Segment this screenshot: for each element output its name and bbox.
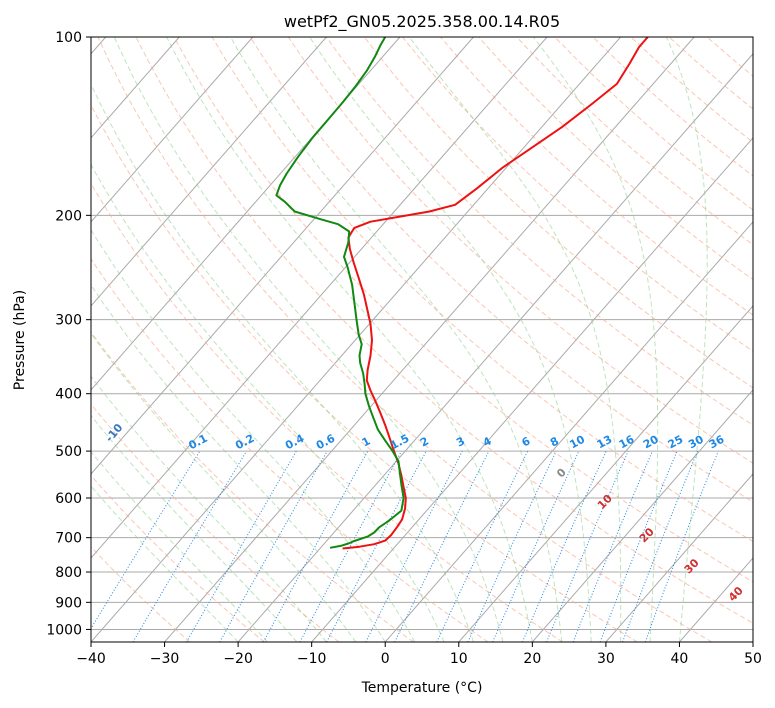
mixing-ratio-label: 25 <box>666 433 686 452</box>
axes: −40 −30 −20 −10 0 10 20 30 40 50 100 200 300 400 500 60… <box>46 30 762 667</box>
y-tick-label: 500 <box>55 444 82 460</box>
mixing-ratio-line <box>572 450 653 642</box>
chart-title: wetPf2_GN05.2025.358.00.14.R05 <box>284 12 560 32</box>
mixing-ratio-label: 20 <box>641 433 661 452</box>
dry-adiabat-line <box>135 37 753 624</box>
isotherm-line <box>164 37 695 642</box>
dry-adiabat-line <box>211 37 753 543</box>
moist-adiabat-line <box>113 37 504 642</box>
moist-adiabat-line <box>91 284 386 642</box>
dry-adiabat-line <box>91 403 340 642</box>
isotherm-line <box>458 305 753 642</box>
mixing-ratio-label: 36 <box>707 433 727 452</box>
mixing-ratio-label: 13 <box>595 433 615 452</box>
y-tick-label: 300 <box>55 313 82 329</box>
x-tick-label: −40 <box>76 651 106 667</box>
moist-adiabat-line <box>91 228 416 642</box>
x-tick-label: −30 <box>150 651 180 667</box>
dry-adiabat-line <box>91 257 489 642</box>
moist-adiabat-line <box>91 451 268 642</box>
dry-adiabat-line <box>440 37 753 316</box>
mixing-ratio-label: 10 <box>567 433 587 452</box>
dry-adiabat-line <box>91 182 563 642</box>
y-tick-label: 1000 <box>46 622 82 638</box>
moist-adiabat-line <box>91 375 327 642</box>
x-tick-label: 30 <box>597 651 615 667</box>
moist-adiabat-line <box>666 37 708 642</box>
mixing-ratio-line <box>186 450 297 642</box>
dry-adiabat-line <box>287 37 753 464</box>
mixing-ratio-label: 30 <box>686 433 706 452</box>
moist-adiabat-line <box>309 37 592 642</box>
dry-adiabat-line <box>325 37 753 426</box>
profile-lines <box>275 37 649 550</box>
isotherm-line <box>605 473 753 642</box>
x-tick-label: −10 <box>297 651 327 667</box>
isotherm-line <box>91 37 254 223</box>
dry-adiabat-line <box>91 331 414 642</box>
y-tick-label: 200 <box>55 208 82 224</box>
mixing-ratio-line <box>326 450 427 642</box>
temperature-line <box>342 37 649 550</box>
y-axis-title: Pressure (hPa) <box>12 290 28 390</box>
dry-adiabat-line <box>91 474 265 642</box>
moist-adiabat-line <box>91 485 239 642</box>
mixing-ratio-label: 16 <box>617 433 637 452</box>
x-tick-label: 20 <box>523 651 541 667</box>
dry-adiabat-line <box>402 37 753 352</box>
isotherm-line <box>384 221 753 642</box>
y-tick-label: 800 <box>55 565 82 581</box>
mixing-ratio-line <box>546 450 629 642</box>
dry-adiabat-line <box>97 37 713 642</box>
moist-adiabat-line <box>230 37 563 642</box>
y-tick-label: 400 <box>55 387 82 403</box>
mixing-ratio-line <box>132 450 247 642</box>
isotherm-line <box>531 389 753 642</box>
moist-adiabat-line <box>91 414 298 642</box>
moist-adiabat-line <box>408 37 622 642</box>
mixing-ratio-line <box>365 450 463 642</box>
isotherm-line <box>91 37 548 559</box>
mixing-ratio-line <box>91 450 201 630</box>
x-tick-label: 0 <box>381 651 390 667</box>
x-tick-label: 50 <box>744 651 762 667</box>
moist-adiabat-line <box>166 37 533 642</box>
isotherm-line <box>91 37 327 307</box>
moist-adiabat-line <box>91 163 445 642</box>
moist-adiabat-line <box>91 83 474 642</box>
y-tick-label: 600 <box>55 491 82 507</box>
isotherm-line <box>91 37 474 475</box>
x-tick-label: 10 <box>450 651 468 667</box>
dewpoint-line <box>275 37 405 549</box>
mixing-ratio-line <box>467 450 557 642</box>
y-tick-label: 700 <box>55 531 82 547</box>
y-tick-label: 900 <box>55 595 82 611</box>
isotherm-line <box>91 37 621 642</box>
dry-adiabat-line <box>173 37 753 583</box>
moist-adiabat-line <box>533 37 659 642</box>
isotherm-line <box>237 53 753 642</box>
x-tick-label: −20 <box>223 651 253 667</box>
dry-adiabat-line <box>249 37 753 503</box>
background-lines <box>91 37 753 642</box>
mixing-ratio-line <box>522 450 607 642</box>
x-tick-label: 40 <box>671 651 689 667</box>
y-tick-label: 100 <box>55 30 82 46</box>
plot-frame <box>90 36 754 643</box>
x-axis-title: Temperature (°C) <box>361 680 483 696</box>
